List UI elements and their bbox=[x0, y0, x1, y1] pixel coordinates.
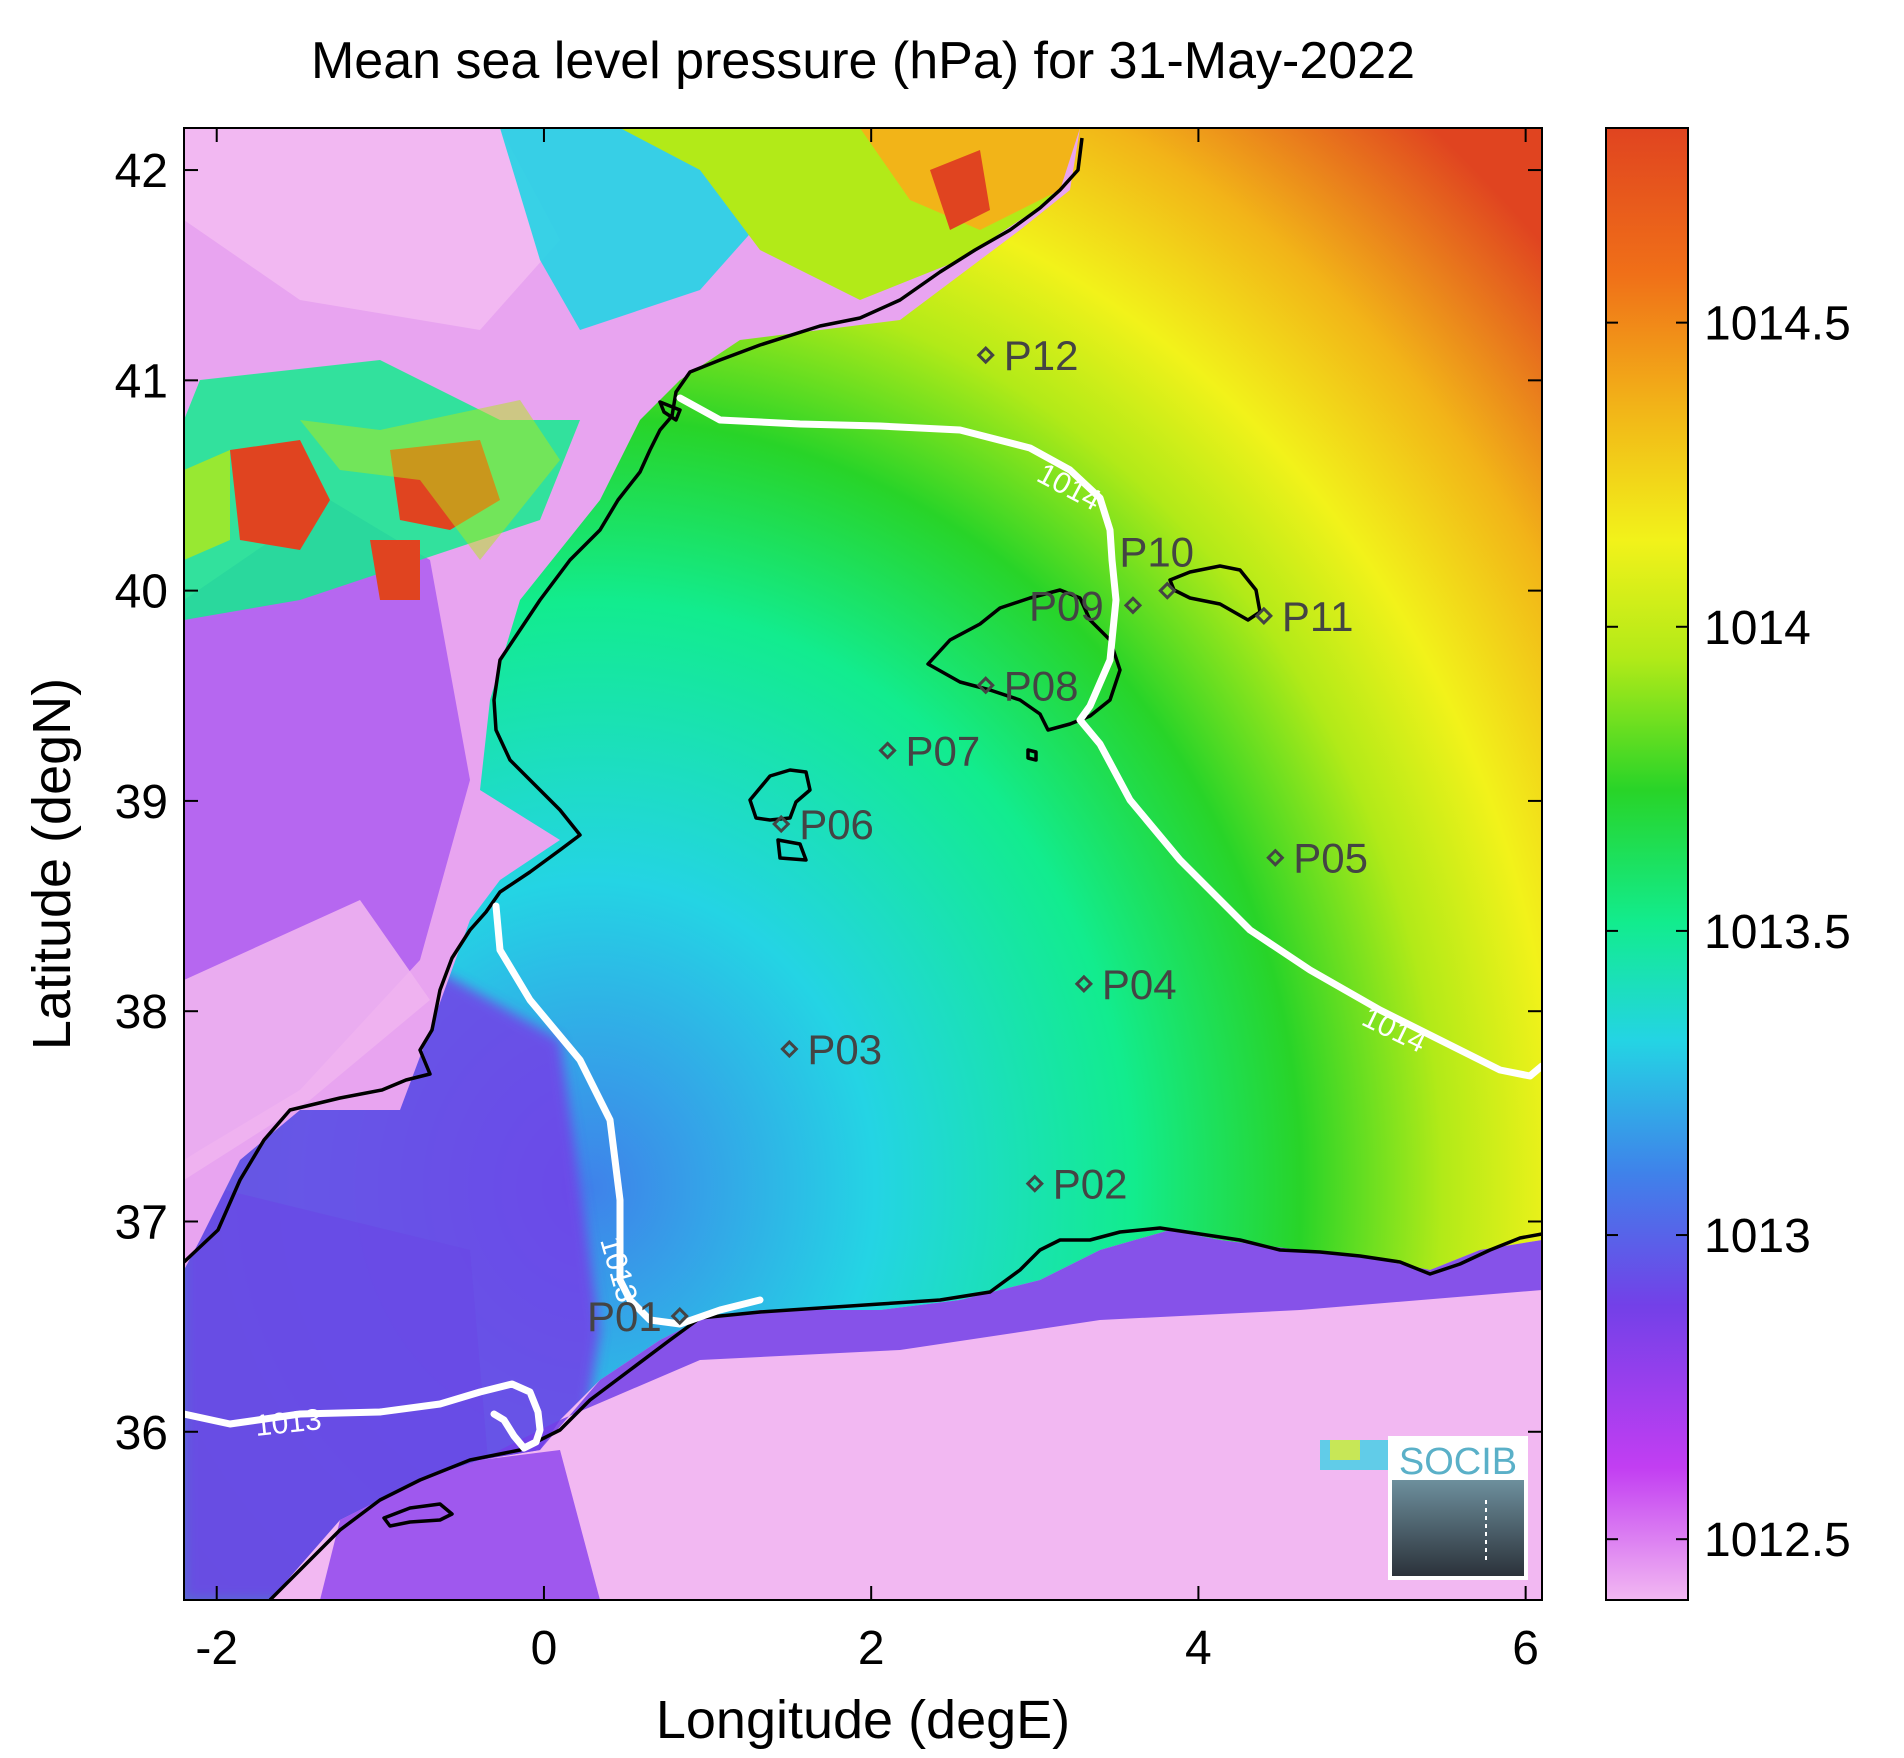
station-label: P03 bbox=[807, 1026, 882, 1073]
colorbar-tick-label: 1013 bbox=[1704, 1210, 1811, 1263]
station-label: P10 bbox=[1119, 529, 1194, 576]
x-tick-label: 2 bbox=[858, 1622, 885, 1675]
y-tick-label: 40 bbox=[115, 566, 168, 619]
colorbar-tick-label: 1012.5 bbox=[1704, 1514, 1851, 1567]
station-p12: P12 bbox=[976, 332, 1079, 379]
station-p09: P09 bbox=[1029, 582, 1143, 629]
station-marker-icon bbox=[976, 345, 995, 365]
station-p11: P11 bbox=[1254, 593, 1354, 640]
station-label: P04 bbox=[1102, 961, 1177, 1008]
station-p07: P07 bbox=[878, 727, 981, 774]
colorbar-ticks: 1012.5 1013 1013.5 1014 1014.5 bbox=[1606, 298, 1851, 1567]
chart-title: Mean sea level pressure (hPa) for 31-May… bbox=[311, 32, 1415, 90]
logo-text: SOCIB bbox=[1399, 1441, 1517, 1483]
station-p02: P02 bbox=[1025, 1161, 1128, 1208]
station-marker-icon bbox=[772, 814, 791, 834]
socib-logo: SOCIB bbox=[1388, 1436, 1528, 1580]
x-axis-label: Longitude (degE) bbox=[656, 1690, 1070, 1750]
station-label: P07 bbox=[906, 727, 981, 774]
station-marker-icon bbox=[1254, 606, 1273, 625]
station-label: P12 bbox=[1004, 332, 1079, 379]
colorbar-tick-label: 1014 bbox=[1704, 602, 1811, 655]
x-tick-label: 6 bbox=[1512, 1622, 1539, 1675]
station-p10: P10 bbox=[1119, 529, 1194, 600]
x-tick-label: 4 bbox=[1185, 1622, 1212, 1675]
station-p05: P05 bbox=[1266, 835, 1368, 882]
y-tick-label: 38 bbox=[115, 986, 168, 1039]
station-marker-icon bbox=[976, 676, 995, 695]
station-label: P09 bbox=[1029, 582, 1104, 629]
station-marker-icon bbox=[1158, 581, 1177, 600]
station-p03: P03 bbox=[780, 1026, 882, 1073]
y-tick-label: 41 bbox=[115, 355, 168, 408]
contour-label-1013-west: 1013 bbox=[253, 1403, 323, 1443]
station-label: P11 bbox=[1282, 593, 1354, 640]
station-marker-icon bbox=[670, 1306, 689, 1326]
x-tick-label: 0 bbox=[531, 1622, 558, 1675]
x-tick-label: -2 bbox=[195, 1622, 238, 1675]
y-axis-ticks: 36 37 38 39 40 41 42 bbox=[115, 145, 1542, 1460]
station-p06: P06 bbox=[772, 801, 874, 848]
y-tick-label: 39 bbox=[115, 776, 168, 829]
colorbar: 1012.5 1013 1013.5 1014 1014.5 bbox=[1605, 127, 1851, 1601]
station-marker-icon bbox=[878, 741, 897, 760]
station-marker-icon bbox=[1025, 1174, 1044, 1193]
y-tick-label: 42 bbox=[115, 145, 168, 198]
pressure-field bbox=[184, 128, 1542, 1600]
colorbar-tick-label: 1013.5 bbox=[1704, 906, 1851, 959]
station-p08: P08 bbox=[976, 662, 1079, 709]
station-label: P08 bbox=[1004, 662, 1079, 709]
station-marker-icon bbox=[1266, 848, 1285, 867]
station-markers: P01 P02 P03 P04 P05 P06 P07 P08 P09 P10 P11 P12 bbox=[587, 332, 1368, 1340]
station-marker-icon bbox=[780, 1039, 799, 1059]
map-frame bbox=[183, 127, 1543, 1601]
station-label: P02 bbox=[1053, 1161, 1128, 1208]
station-marker-icon bbox=[1074, 974, 1094, 993]
station-label: P05 bbox=[1293, 835, 1368, 882]
x-axis-ticks: -2 0 2 4 6 bbox=[195, 128, 1539, 1675]
station-p01: P01 bbox=[587, 1293, 689, 1340]
station-marker-icon bbox=[1123, 596, 1143, 615]
station-p04: P04 bbox=[1074, 961, 1177, 1008]
y-axis-label: Latitude (degN) bbox=[22, 678, 82, 1050]
colorbar-gradient bbox=[1605, 127, 1689, 1601]
station-label: P01 bbox=[587, 1293, 662, 1340]
colorbar-tick-label: 1014.5 bbox=[1704, 298, 1851, 351]
y-tick-label: 37 bbox=[115, 1196, 168, 1249]
y-tick-label: 36 bbox=[115, 1407, 168, 1460]
station-label: P06 bbox=[799, 801, 874, 848]
